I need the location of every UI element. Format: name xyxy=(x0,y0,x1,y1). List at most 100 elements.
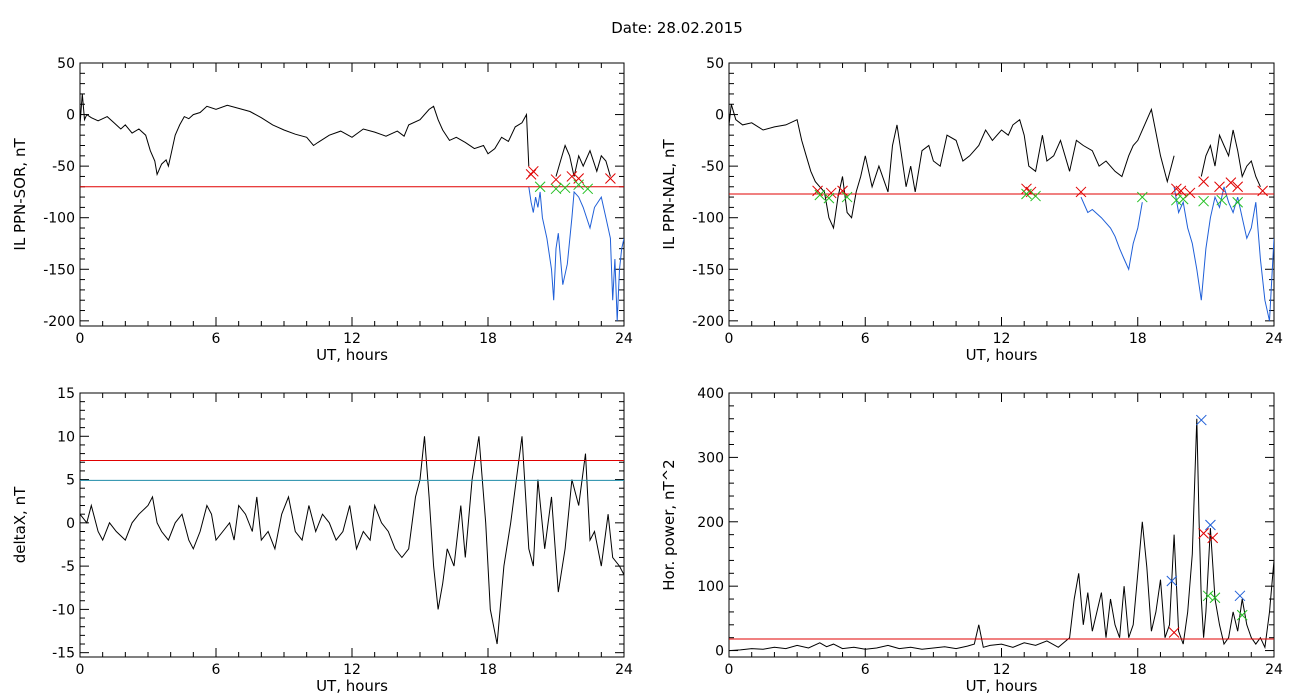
event-marker xyxy=(1209,592,1221,604)
y-tick-label: 0 xyxy=(715,108,724,124)
y-tick-label: -5 xyxy=(61,559,75,575)
x-tick-label: 18 xyxy=(479,331,497,347)
event-marker xyxy=(534,181,546,193)
x-tick-label: 0 xyxy=(725,662,734,678)
event-marker xyxy=(814,189,826,201)
plot-frame xyxy=(79,62,625,327)
series-line-0 xyxy=(80,436,624,645)
y-tick-label: 300 xyxy=(697,450,724,466)
event-marker xyxy=(1136,191,1148,203)
series-line-1 xyxy=(528,186,624,321)
y-tick-label: -100 xyxy=(43,211,75,227)
x-tick-label: 18 xyxy=(479,662,497,678)
series-line-0 xyxy=(729,104,1175,230)
event-marker xyxy=(1232,181,1244,193)
x-tick-label: 6 xyxy=(861,662,870,678)
event-marker xyxy=(573,173,585,184)
event-marker xyxy=(1021,183,1032,195)
y-tick-label: 0 xyxy=(66,108,75,124)
y-tick-label: 100 xyxy=(697,579,724,595)
plot-area xyxy=(729,414,1274,652)
series-line-1 xyxy=(1080,196,1143,271)
y-tick-label: 0 xyxy=(66,516,75,532)
x-tick-label: 12 xyxy=(343,331,361,347)
event-marker xyxy=(837,185,848,197)
event-marker xyxy=(1257,185,1268,197)
series-line-3 xyxy=(1200,129,1261,188)
x-tick-label: 12 xyxy=(993,662,1011,678)
panel-nal: 0 6 12 18 24 -200 -150 -100 -50 0 50 UT, hours IL PP… xyxy=(660,56,1283,364)
event-marker xyxy=(1202,590,1214,602)
series-line-2 xyxy=(1173,186,1274,321)
y-tick-label: -100 xyxy=(692,211,724,227)
x-tick-label: 18 xyxy=(1129,331,1147,347)
plot-area xyxy=(80,436,624,645)
event-marker xyxy=(1166,575,1178,587)
x-tick-label: 12 xyxy=(993,331,1011,347)
event-marker xyxy=(1021,188,1032,200)
panel-deltax: 0 6 12 18 24 -15 -10 -5 0 5 10 15 UT, hours deltaX, n… xyxy=(11,386,633,695)
y-axis-label: Hor. power, nT^2 xyxy=(660,459,678,590)
event-marker xyxy=(1030,190,1041,202)
y-tick-label: -150 xyxy=(692,262,724,278)
x-tick-label: 24 xyxy=(615,662,633,678)
event-marker xyxy=(1205,519,1216,531)
y-tick-label: 5 xyxy=(66,473,75,489)
y-tick-label: -50 xyxy=(701,159,724,175)
plot-area xyxy=(729,104,1274,321)
event-marker xyxy=(1236,609,1248,621)
event-marker xyxy=(605,173,616,184)
series-line-2 xyxy=(555,144,611,177)
x-tick-label: 0 xyxy=(76,662,85,678)
y-axis-label: IL PPN-NAL, nT xyxy=(660,139,678,250)
event-marker xyxy=(1168,627,1180,638)
event-marker xyxy=(1175,185,1187,197)
y-axis-label: IL PPN-SOR, nT xyxy=(11,138,29,251)
event-marker xyxy=(559,182,571,194)
plot-frame xyxy=(728,392,1275,658)
x-axis-label: UT, hours xyxy=(316,677,388,695)
y-tick-label: 10 xyxy=(57,429,75,445)
event-marker xyxy=(527,165,539,177)
y-tick-label: 50 xyxy=(706,56,724,72)
y-tick-label: 0 xyxy=(715,644,724,660)
plot-area xyxy=(80,93,624,321)
event-marker xyxy=(1198,528,1209,539)
event-marker xyxy=(823,192,835,204)
y-tick-label: -10 xyxy=(52,602,75,618)
x-tick-label: 6 xyxy=(212,331,221,347)
y-tick-label: -200 xyxy=(43,314,75,330)
series-line-0 xyxy=(729,418,1274,652)
x-axis-label: UT, hours xyxy=(966,677,1038,695)
event-marker xyxy=(582,183,594,195)
x-tick-label: 12 xyxy=(343,662,361,678)
x-tick-label: 6 xyxy=(212,662,221,678)
x-tick-label: 6 xyxy=(861,331,870,347)
x-tick-label: 0 xyxy=(725,331,734,347)
y-tick-label: 15 xyxy=(57,386,75,402)
event-marker xyxy=(1198,176,1209,187)
x-axis-label: UT, hours xyxy=(316,346,388,364)
series-line-0 xyxy=(80,93,530,177)
event-marker xyxy=(1198,195,1209,207)
event-marker xyxy=(525,169,537,180)
x-axis-label: UT, hours xyxy=(966,346,1038,364)
event-marker xyxy=(1207,532,1219,544)
event-marker xyxy=(1171,194,1182,206)
event-marker xyxy=(1177,193,1189,205)
x-tick-label: 24 xyxy=(1265,662,1283,678)
y-tick-label: 200 xyxy=(697,515,724,531)
x-tick-label: 0 xyxy=(76,331,85,347)
event-marker xyxy=(1225,177,1237,188)
y-tick-label: -150 xyxy=(43,262,75,278)
y-tick-label: -50 xyxy=(52,159,75,175)
panel-power: 0 6 12 18 24 0 100 200 300 400 UT, hours Hor. power… xyxy=(660,386,1283,695)
event-marker xyxy=(1075,186,1087,198)
event-marker xyxy=(550,183,562,195)
x-tick-label: 24 xyxy=(615,331,633,347)
panel-sor: 0 6 12 18 24 -200 -150 -100 -50 0 50 UT, hours IL PP… xyxy=(11,56,633,364)
y-tick-label: -200 xyxy=(692,314,724,330)
y-tick-label: 50 xyxy=(57,56,75,72)
